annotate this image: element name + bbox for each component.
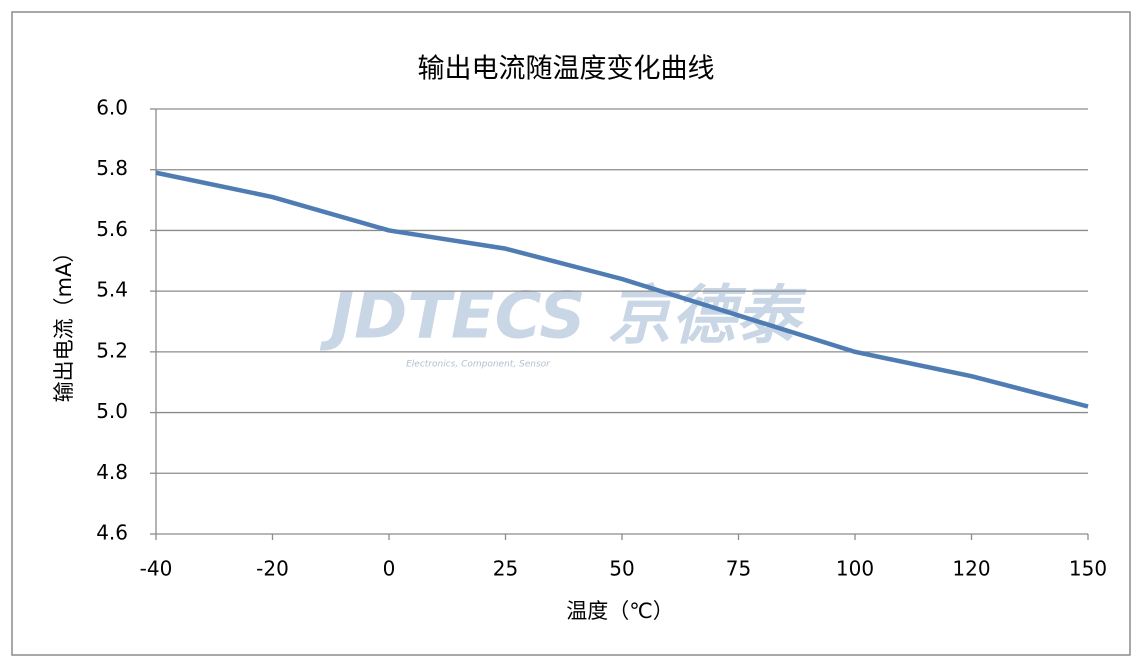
- chart-border: [11, 11, 1131, 656]
- y-tick-label: 5.6: [96, 217, 128, 241]
- y-axis-title: 输出电流（mA）: [52, 242, 76, 403]
- series-line: [155, 170, 1089, 409]
- watermark-subtitle: Electronics, Component, Sensor: [406, 360, 551, 370]
- y-tick-label: 5.2: [96, 338, 128, 362]
- y-tick-label: 6.0: [96, 96, 128, 120]
- x-tick-label: 25: [493, 557, 518, 581]
- y-tick-label: 4.6: [96, 521, 128, 545]
- y-tick-label: 5.4: [96, 278, 128, 302]
- x-tick-label: -40: [140, 557, 173, 581]
- y-tick-label: 4.8: [96, 460, 128, 484]
- x-tick-label: 150: [1069, 557, 1107, 581]
- watermark: JDTECS 京德泰: [319, 280, 806, 354]
- chart-title: 输出电流随温度变化曲线: [418, 54, 715, 85]
- x-tick-label: 75: [726, 557, 751, 581]
- y-tick-label: 5.8: [96, 156, 128, 180]
- x-axis-title: 温度（℃）: [566, 599, 674, 623]
- y-tick-label: 5.0: [96, 399, 128, 423]
- x-tick-label: 0: [383, 557, 396, 581]
- x-tick-label: -20: [256, 557, 289, 581]
- x-tick-label: 100: [836, 557, 874, 581]
- x-tick-label: 120: [952, 557, 990, 581]
- x-tick-label: 50: [609, 557, 634, 581]
